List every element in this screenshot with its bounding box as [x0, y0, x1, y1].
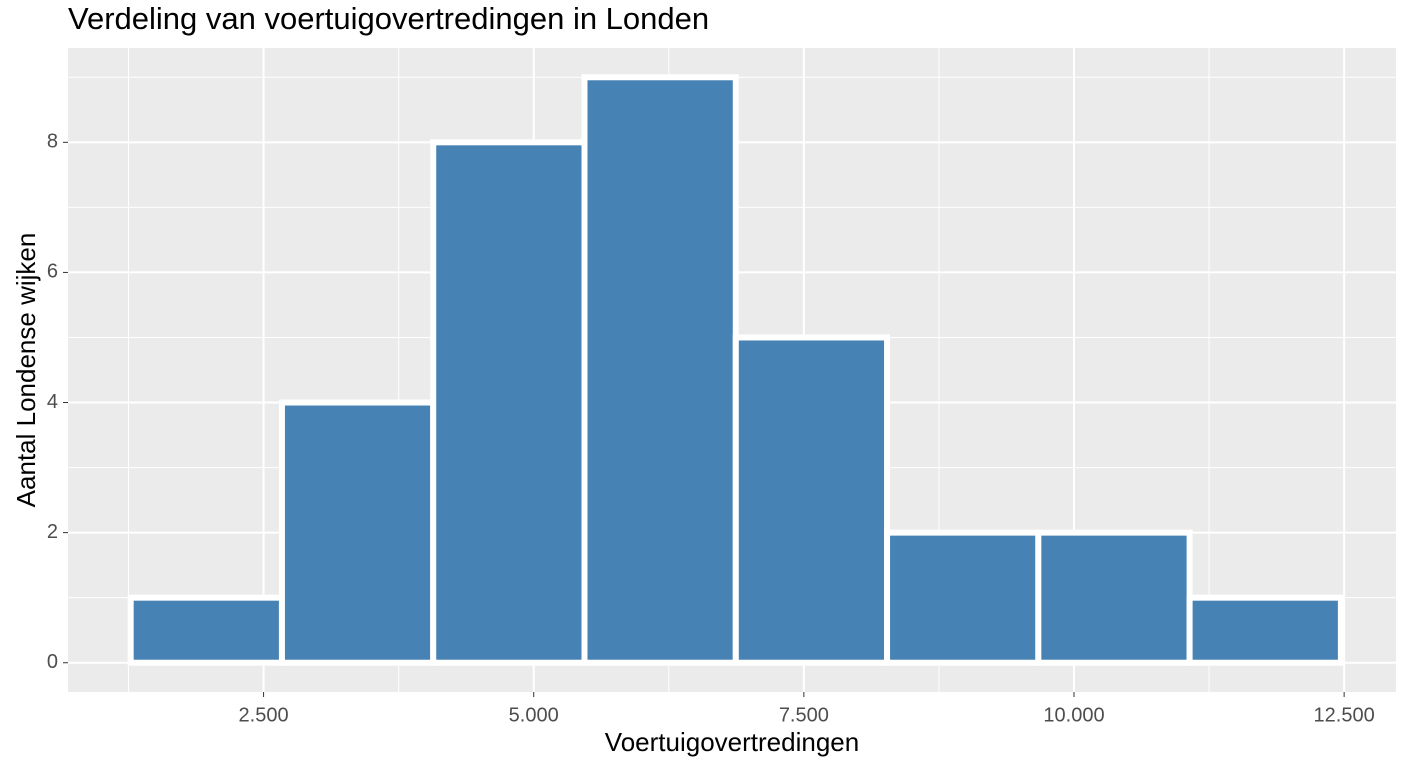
bar: [127, 594, 285, 666]
x-axis-label: Voertuigovertredingen: [605, 727, 859, 757]
x-tick-label: 7.500: [779, 704, 829, 726]
bar: [1035, 529, 1193, 666]
y-tick-label: 6: [47, 261, 58, 283]
y-tick-label: 2: [47, 521, 58, 543]
x-tick-label: 12.500: [1314, 704, 1375, 726]
bar: [1186, 594, 1344, 666]
bar: [430, 139, 588, 666]
chart-title: Verdeling van voertuigovertredingen in L…: [68, 1, 709, 36]
x-tick-label: 10.000: [1043, 704, 1104, 726]
y-tick-label: 4: [47, 391, 58, 413]
bar: [732, 334, 891, 666]
y-tick-label: 0: [47, 651, 58, 673]
x-tick-label: 2.500: [239, 704, 289, 726]
bar: [884, 529, 1042, 666]
y-tick-label: 8: [47, 131, 58, 153]
bar: [278, 399, 437, 666]
y-axis-label: Aantal Londense wijken: [11, 233, 41, 508]
x-tick-label: 5.000: [509, 704, 559, 726]
bar: [581, 74, 739, 666]
